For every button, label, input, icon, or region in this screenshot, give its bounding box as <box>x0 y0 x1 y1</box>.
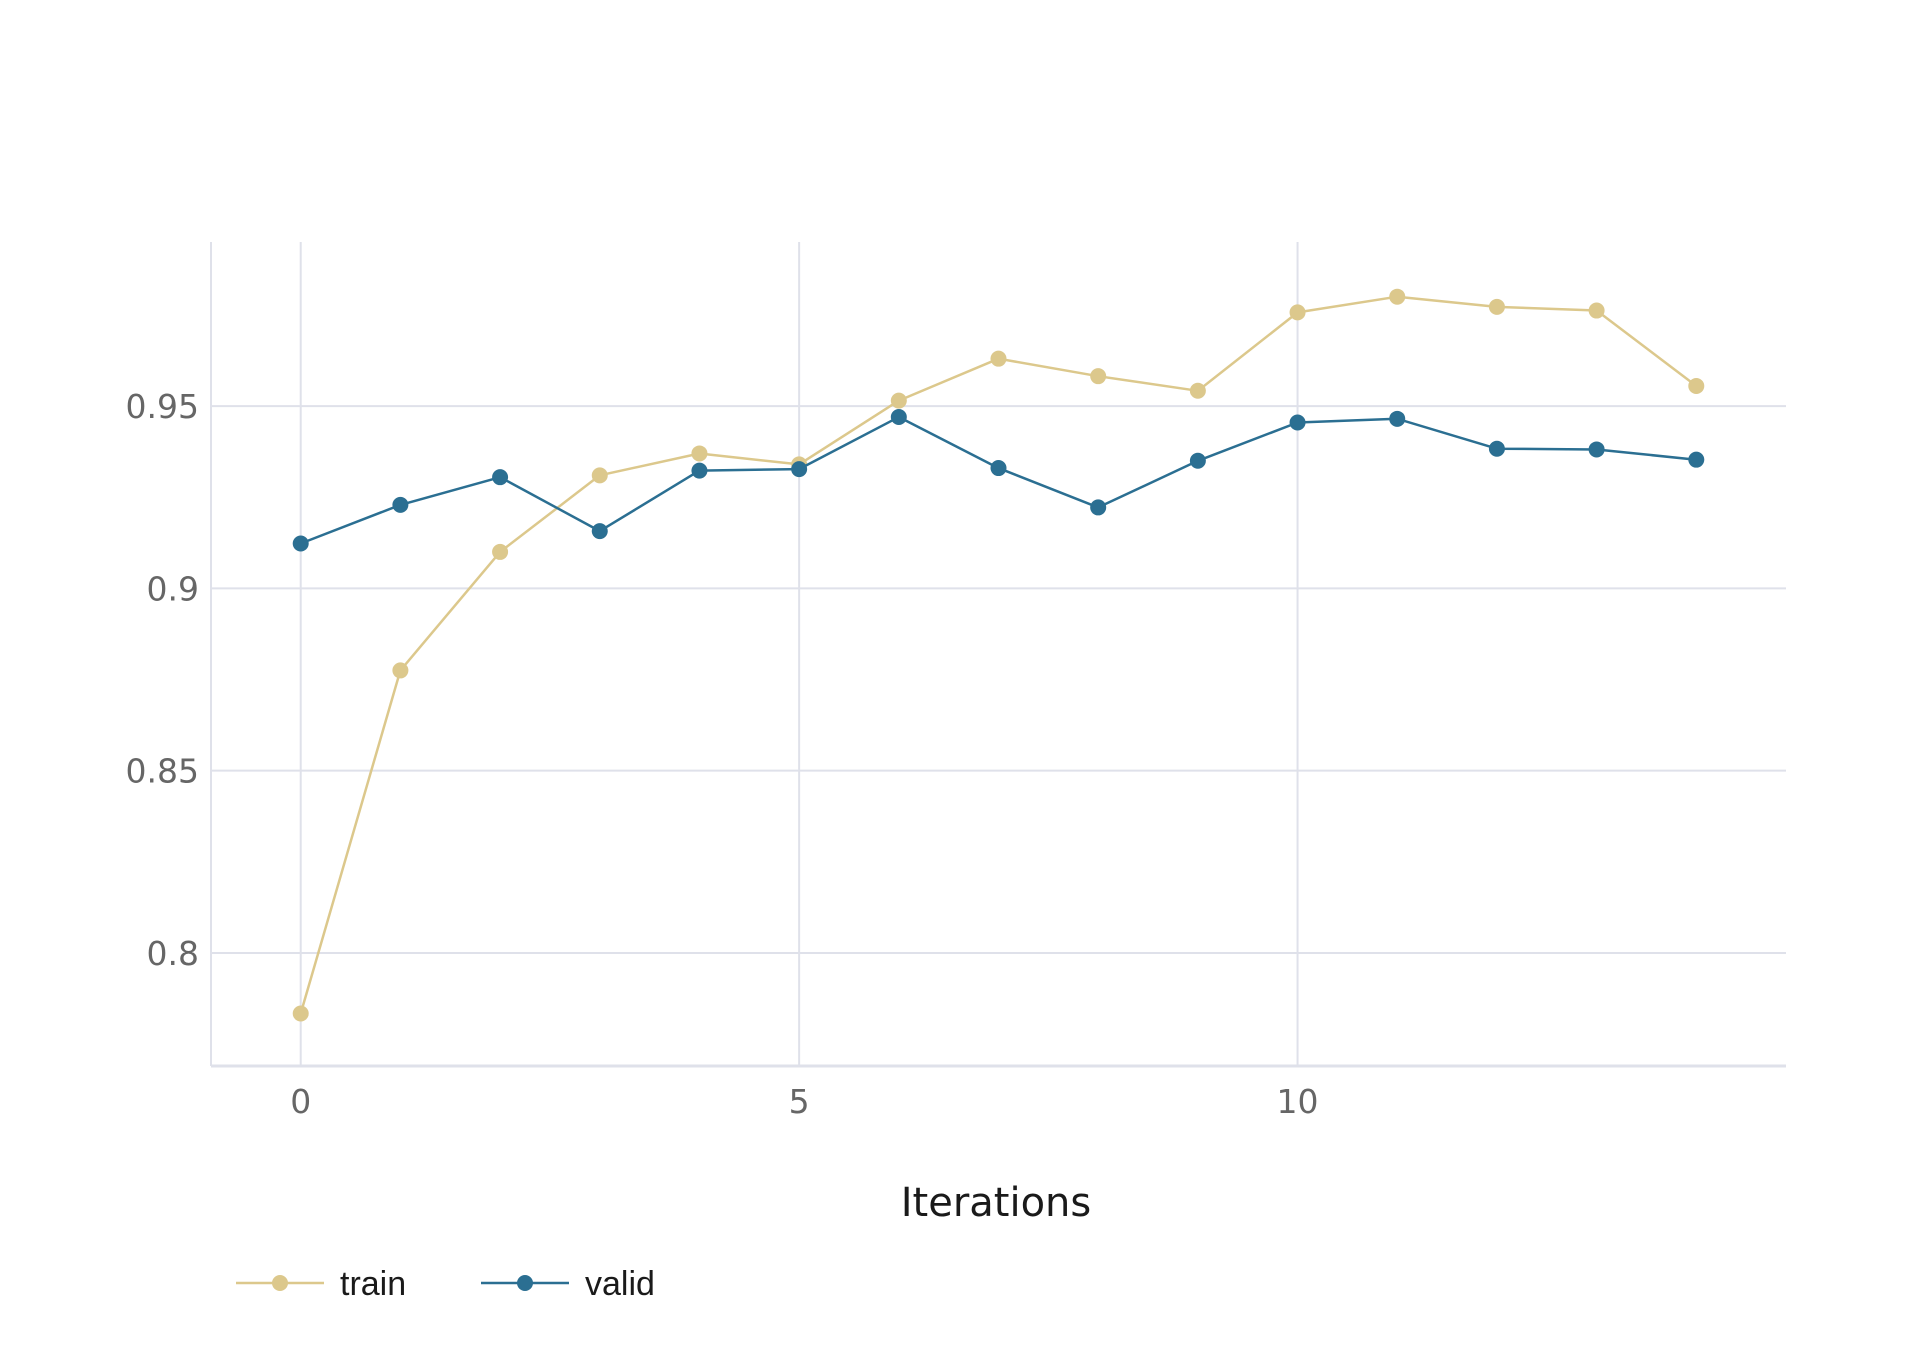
data-point-valid[interactable] <box>1588 441 1605 458</box>
x-axis-title: Iterations <box>901 1180 1092 1226</box>
y-tick-labels: 0.8 0.85 0.9 0.95 <box>126 387 199 973</box>
legend-item-train[interactable]: train <box>236 1265 406 1303</box>
data-point-valid[interactable] <box>890 409 907 426</box>
data-point-train[interactable] <box>492 543 509 560</box>
y-tick-label: 0.95 <box>126 387 199 426</box>
data-point-train[interactable] <box>1189 382 1206 399</box>
data-point-valid[interactable] <box>691 462 708 479</box>
series-valid <box>292 409 1705 552</box>
data-point-train[interactable] <box>890 392 907 409</box>
series-layer <box>292 288 1705 1022</box>
legend[interactable]: train valid <box>236 1265 655 1303</box>
y-tick-label: 0.9 <box>147 569 199 608</box>
data-point-valid[interactable] <box>990 460 1007 477</box>
data-point-valid[interactable] <box>1289 414 1306 431</box>
data-point-valid[interactable] <box>292 535 309 552</box>
data-point-train[interactable] <box>691 445 708 462</box>
data-point-train[interactable] <box>292 1005 309 1022</box>
series-line-train <box>299 295 1698 1014</box>
data-point-valid[interactable] <box>1488 440 1505 457</box>
x-tick-labels: 0 5 10 <box>290 1082 1318 1121</box>
data-point-valid[interactable] <box>1189 452 1206 469</box>
data-point-train[interactable] <box>1389 288 1406 305</box>
x-tick-label: 5 <box>789 1082 810 1121</box>
data-point-valid[interactable] <box>591 523 608 540</box>
data-point-valid[interactable] <box>492 469 509 486</box>
legend-item-valid[interactable]: valid <box>481 1265 655 1303</box>
data-point-valid[interactable] <box>1090 499 1107 516</box>
data-point-train[interactable] <box>1588 302 1605 319</box>
data-point-valid[interactable] <box>1389 410 1406 427</box>
series-train <box>292 288 1705 1022</box>
legend-label: valid <box>585 1265 655 1303</box>
data-point-train[interactable] <box>392 662 409 679</box>
legend-label: train <box>340 1265 406 1303</box>
data-point-train[interactable] <box>591 467 608 484</box>
x-tick-label: 10 <box>1277 1082 1319 1121</box>
legend-swatch-marker <box>517 1275 533 1291</box>
data-point-train[interactable] <box>1688 378 1705 395</box>
data-point-valid[interactable] <box>791 461 808 478</box>
data-point-train[interactable] <box>990 350 1007 367</box>
series-line-valid <box>300 415 1697 545</box>
data-point-train[interactable] <box>1488 298 1505 315</box>
data-point-valid[interactable] <box>392 496 409 513</box>
data-point-train[interactable] <box>1289 304 1306 321</box>
x-tick-label: 0 <box>290 1082 311 1121</box>
data-point-train[interactable] <box>1090 368 1107 385</box>
y-tick-label: 0.8 <box>147 934 199 973</box>
grid-lines <box>211 242 1786 1066</box>
legend-swatch-marker <box>272 1275 288 1291</box>
y-tick-label: 0.85 <box>126 752 199 791</box>
axes <box>210 242 1786 1068</box>
data-point-valid[interactable] <box>1688 451 1705 468</box>
